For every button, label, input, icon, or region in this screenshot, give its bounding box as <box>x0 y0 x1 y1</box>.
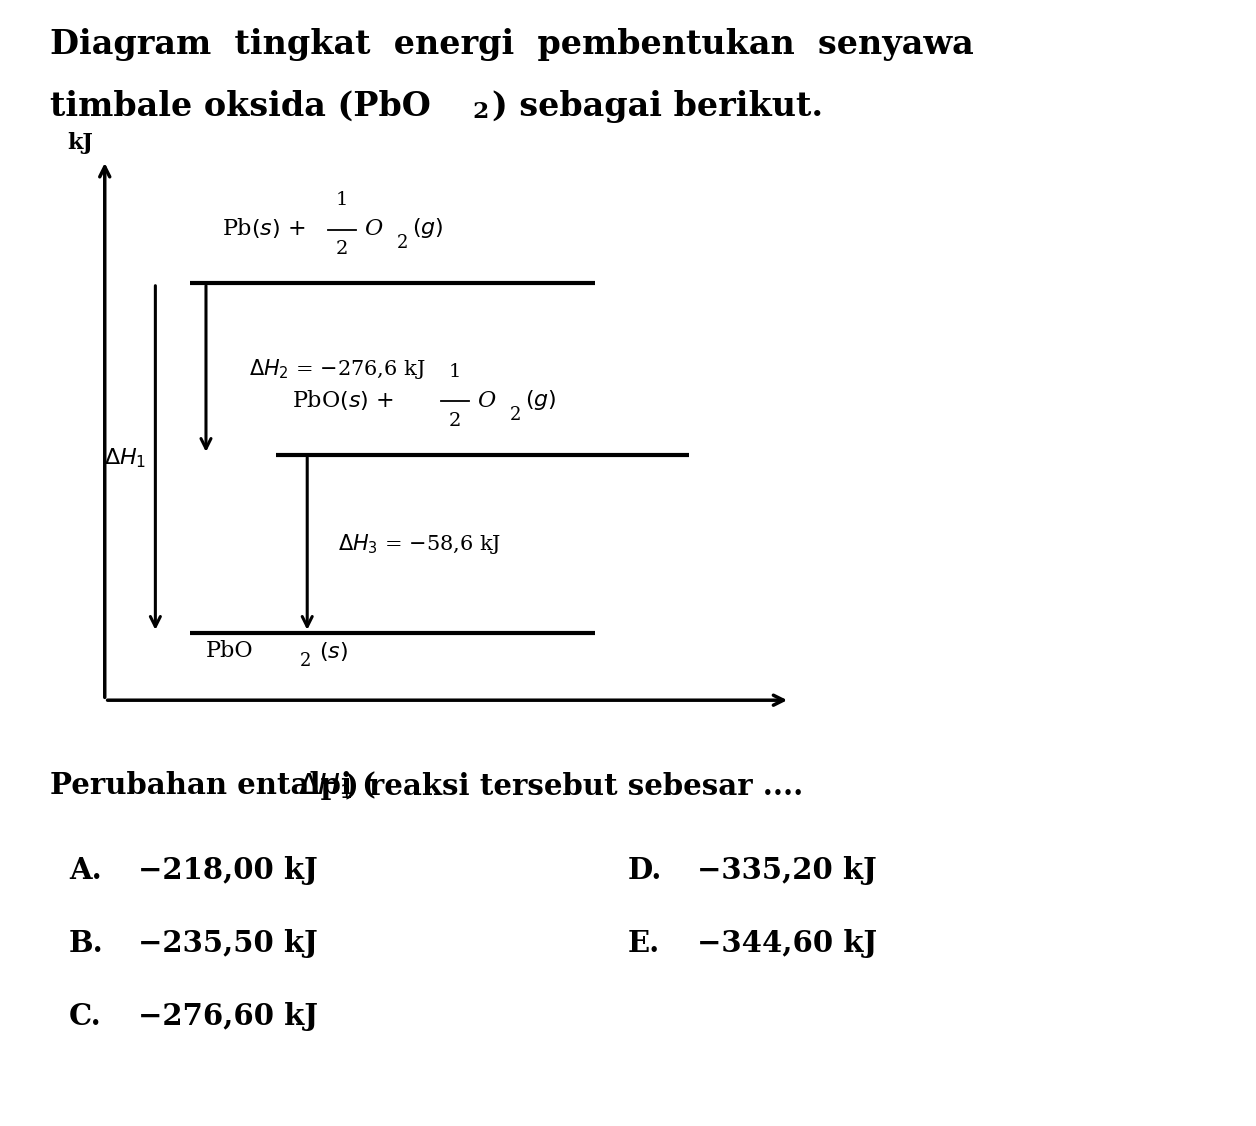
Text: PbO$(s)$ +: PbO$(s)$ + <box>291 387 393 412</box>
Text: −276,60 kJ: −276,60 kJ <box>138 1002 318 1031</box>
Text: C.: C. <box>69 1002 102 1031</box>
Text: O: O <box>364 218 382 240</box>
Text: −218,00 kJ: −218,00 kJ <box>138 856 318 885</box>
Text: ) sebagai berikut.: ) sebagai berikut. <box>492 90 824 123</box>
Text: −235,50 kJ: −235,50 kJ <box>138 929 318 958</box>
Text: 2: 2 <box>299 652 310 670</box>
Text: 2: 2 <box>397 234 408 252</box>
Text: Diagram  tingkat  energi  pembentukan  senyawa: Diagram tingkat energi pembentukan senya… <box>50 28 973 61</box>
Text: PbO: PbO <box>206 640 254 662</box>
Text: $\Delta H_3$ = $-$58,6 kJ: $\Delta H_3$ = $-$58,6 kJ <box>338 531 501 556</box>
Text: 2: 2 <box>337 240 348 258</box>
Text: 1: 1 <box>337 191 348 209</box>
Text: 2: 2 <box>510 406 521 425</box>
Text: −335,20 kJ: −335,20 kJ <box>697 856 877 885</box>
Text: A.: A. <box>69 856 102 885</box>
Text: ) reaksi tersebut sebesar ....: ) reaksi tersebut sebesar .... <box>345 771 804 801</box>
Text: 2: 2 <box>472 101 489 124</box>
Text: −344,60 kJ: −344,60 kJ <box>697 929 877 958</box>
Text: Pb$(s)$ +: Pb$(s)$ + <box>221 216 305 240</box>
Text: Perubahan entalpi (: Perubahan entalpi ( <box>50 771 376 801</box>
Text: 2: 2 <box>448 412 461 430</box>
Text: O: O <box>477 390 495 412</box>
Text: E.: E. <box>628 929 661 958</box>
Text: $\Delta H_1$: $\Delta H_1$ <box>104 446 146 470</box>
Text: timbale oksida (PbO: timbale oksida (PbO <box>50 90 431 123</box>
Text: $(s)$: $(s)$ <box>319 640 348 663</box>
Text: $\Delta H_1$: $\Delta H_1$ <box>298 771 353 801</box>
Text: B.: B. <box>69 929 104 958</box>
Text: $(g)$: $(g)$ <box>412 216 443 240</box>
Text: kJ: kJ <box>67 132 93 154</box>
Text: $\Delta H_2$ = $-$276,6 kJ: $\Delta H_2$ = $-$276,6 kJ <box>249 357 426 381</box>
Text: D.: D. <box>628 856 662 885</box>
Text: $(g)$: $(g)$ <box>525 387 556 412</box>
Text: 1: 1 <box>448 363 461 381</box>
